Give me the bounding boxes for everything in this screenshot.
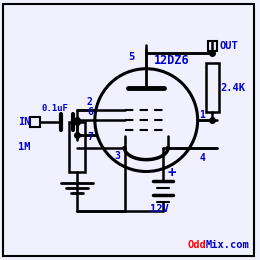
Bar xyxy=(207,41,217,51)
Text: 1M: 1M xyxy=(18,142,30,152)
Text: Odd: Odd xyxy=(188,240,206,250)
Text: IN: IN xyxy=(18,117,30,127)
Text: 0.1uF: 0.1uF xyxy=(42,104,69,113)
Text: 12DZ6: 12DZ6 xyxy=(154,54,190,67)
Text: 7: 7 xyxy=(87,132,93,142)
Text: 6: 6 xyxy=(87,107,93,117)
Text: 3: 3 xyxy=(115,151,120,161)
Bar xyxy=(206,63,219,112)
Text: Mix.com: Mix.com xyxy=(206,240,249,250)
Text: 4: 4 xyxy=(200,153,205,163)
Bar xyxy=(69,122,85,172)
Text: +: + xyxy=(168,166,176,180)
Bar xyxy=(30,117,40,127)
Text: 5: 5 xyxy=(128,52,135,62)
Text: 12V: 12V xyxy=(150,204,168,214)
Text: 2: 2 xyxy=(87,97,93,107)
Text: OUT: OUT xyxy=(219,41,238,51)
Text: 1: 1 xyxy=(200,110,205,120)
Text: 2.4K: 2.4K xyxy=(220,82,245,93)
